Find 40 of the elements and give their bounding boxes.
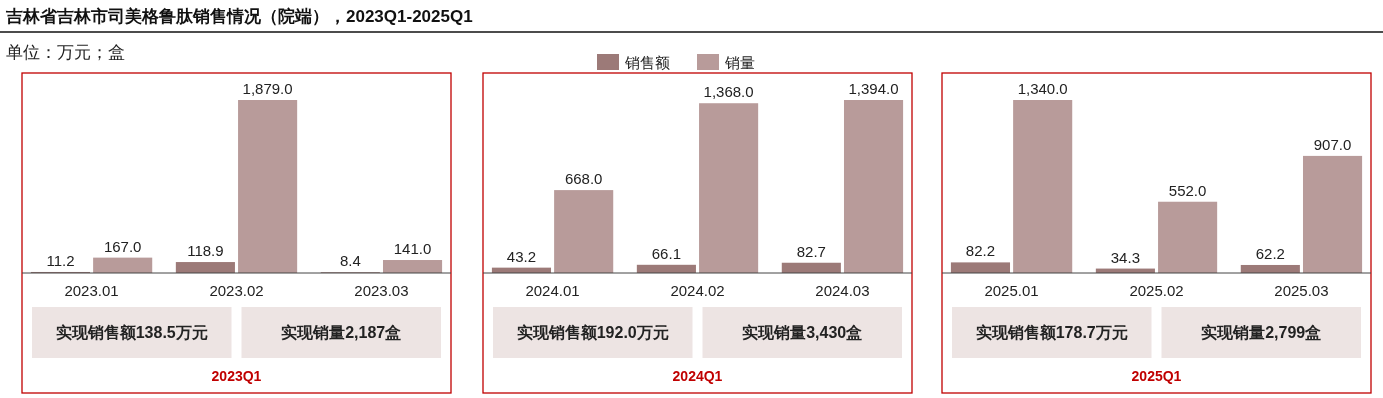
data-label: 1,340.0 [1017, 80, 1068, 97]
data-label: 34.3 [1110, 248, 1140, 266]
x-tick-label: 2023.03 [354, 282, 409, 299]
text: 实现销售额138.5万元 [55, 324, 208, 341]
text: 实现销售额178.7万元 [975, 324, 1128, 341]
data-label: 62.2 [1255, 244, 1285, 262]
x-tick-label: 2024.03 [815, 282, 870, 299]
data-label: 118.9 [187, 242, 224, 260]
x-axis-title: 2024Q1 [672, 368, 723, 384]
data-label: 66.1 [651, 244, 681, 262]
x-tick-label: 2025.01 [984, 282, 1039, 299]
data-label: 907.0 [1313, 135, 1352, 153]
data-label: 1,879.0 [242, 80, 293, 97]
x-axis-title: 2023Q1 [211, 368, 262, 384]
chart-title: 吉林省吉林市司美格鲁肽销售情况（院端），2023Q1-2025Q1 [5, 7, 473, 26]
chart-subtitle: 单位：万元；盒 [6, 43, 125, 62]
data-label: 1,394.0 [848, 80, 899, 97]
x-tick-label: 2025.02 [1129, 282, 1184, 299]
text: 实现销售额192.0万元 [516, 324, 669, 341]
text: 实现销量3,430盒 [742, 324, 863, 341]
x-tick-label: 2025.03 [1274, 282, 1329, 299]
x-tick-label: 2024.02 [670, 282, 725, 299]
data-label: 1,368.0 [703, 83, 754, 101]
x-tick-label: 2023.02 [209, 282, 264, 299]
x-axis-title: 2025Q1 [1131, 368, 1182, 384]
data-label: 8.4 [339, 252, 361, 270]
legend-label: 销量 [724, 54, 755, 71]
legend-label: 销售额 [624, 54, 670, 71]
x-tick-label: 2024.01 [525, 282, 580, 299]
data-label: 82.2 [965, 242, 996, 260]
data-label: 141.0 [393, 240, 432, 258]
data-label: 43.2 [506, 247, 537, 265]
text: 实现销量2,799盒 [1201, 324, 1322, 341]
x-tick-label: 2023.01 [64, 282, 119, 299]
data-label: 668.0 [564, 170, 603, 188]
data-label: 82.7 [796, 242, 826, 260]
text: 实现销量2,187盒 [281, 324, 402, 341]
data-label: 167.0 [103, 237, 142, 255]
data-label: 11.2 [46, 251, 75, 269]
data-label: 552.0 [1168, 181, 1207, 199]
